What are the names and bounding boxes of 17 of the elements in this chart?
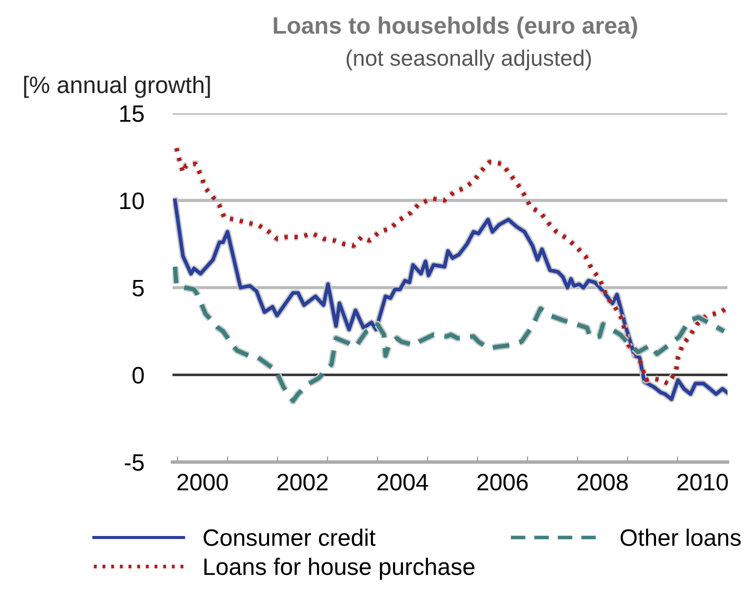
y-tick-label: 10 [120,192,144,210]
legend-label: Consumer credit [204,528,376,546]
chart-title: Loans to households (euro area) [274,16,638,39]
x-tick-label: 2006 [477,474,528,491]
y-tick-label: 5 [132,280,144,296]
x-tick-label: 2008 [577,474,628,491]
y-tick-label: -5 [124,454,144,471]
chart-subtitle: (not seasonally adjusted) [346,50,591,70]
legend-label: Other loans [620,528,741,546]
y-tick-label: 15 [120,106,144,122]
x-tick-label: 2004 [377,474,428,491]
legend-label: Loans for house purchase [204,558,474,580]
x-tick-label: 2010 [677,474,728,491]
x-tick-label: 2000 [177,474,228,491]
y-tick-label: 0 [132,366,144,384]
x-tick-label: 2002 [277,474,328,491]
y-axis-title: [% annual growth] [24,76,210,98]
